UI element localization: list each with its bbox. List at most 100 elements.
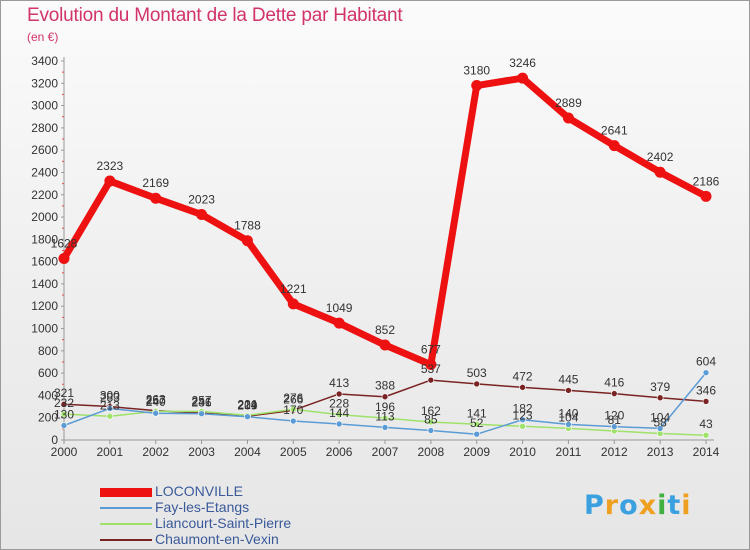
data-label: 141 <box>467 406 487 420</box>
data-label: 321 <box>54 386 74 400</box>
legend-label: LOCONVILLE <box>155 483 243 499</box>
y-tick-label: 400 <box>38 388 58 402</box>
data-label: 1628 <box>51 237 78 251</box>
y-tick-label: 200 <box>38 411 58 425</box>
data-label: 85 <box>424 413 438 427</box>
y-tick-label: 1600 <box>31 255 58 269</box>
data-point <box>104 175 116 187</box>
data-label: 241 <box>192 395 212 409</box>
data-point <box>287 298 299 310</box>
data-point <box>379 339 391 351</box>
data-label: 379 <box>650 380 670 394</box>
logo-letter: t <box>667 490 682 521</box>
data-point <box>244 413 251 421</box>
legend-swatch-fay <box>100 507 152 509</box>
legend-label: Fay-les-Etangs <box>155 499 250 515</box>
data-label: 140 <box>558 406 578 420</box>
data-point <box>427 418 435 426</box>
data-label: 196 <box>375 400 395 414</box>
series-line <box>60 74 710 369</box>
data-label: 266 <box>283 392 303 406</box>
x-tick-label: 2006 <box>326 445 353 459</box>
data-point <box>196 208 208 220</box>
data-label: 1788 <box>234 219 261 233</box>
data-label: 81 <box>608 413 622 427</box>
data-label: 537 <box>421 362 441 376</box>
legend-label: Liancourt-Saint-Pierre <box>155 515 292 531</box>
x-tick-label: 2002 <box>142 445 169 459</box>
x-tick-label: 2001 <box>97 445 124 459</box>
data-label: 445 <box>558 372 578 386</box>
y-tick-label: 1200 <box>31 299 58 313</box>
data-label: 232 <box>54 396 74 410</box>
data-point <box>519 422 526 430</box>
data-point <box>198 410 205 417</box>
data-label: 2169 <box>142 176 169 190</box>
data-label: 113 <box>375 409 394 423</box>
chart-title: Evolution du Montant de la Dette par Hab… <box>27 5 403 26</box>
legend-swatch-chaumont <box>100 539 152 541</box>
y-tick-label: 2800 <box>31 121 58 135</box>
x-tick-label: 2003 <box>188 445 215 459</box>
data-point <box>289 405 297 413</box>
y-tick-label: 2600 <box>31 143 58 157</box>
x-tick-label: 2008 <box>418 445 445 459</box>
y-tick-label: 1400 <box>31 277 58 291</box>
data-point <box>702 369 710 376</box>
data-point <box>335 390 343 398</box>
y-tick-label: 2000 <box>31 210 58 224</box>
data-label: 346 <box>696 383 716 397</box>
data-label: 130 <box>54 408 74 422</box>
data-label: 3246 <box>509 56 536 70</box>
data-label: 388 <box>375 379 395 393</box>
x-tick-label: 2007 <box>372 445 399 459</box>
data-label: 276 <box>283 391 303 405</box>
data-label: 263 <box>146 393 166 407</box>
x-tick-label: 2004 <box>234 445 261 459</box>
data-point <box>427 376 435 384</box>
data-label: 257 <box>146 393 166 407</box>
data-label: 240 <box>146 395 166 409</box>
y-tick-label: 800 <box>38 344 58 358</box>
data-point <box>519 384 526 391</box>
data-point <box>152 409 160 417</box>
data-point <box>473 420 481 428</box>
data-point <box>150 192 162 204</box>
data-label: 472 <box>513 369 533 383</box>
data-label: 852 <box>375 323 395 337</box>
data-point <box>106 405 114 412</box>
data-point <box>60 422 68 429</box>
y-tick-label: 2200 <box>31 188 58 202</box>
y-tick-label: 3200 <box>31 76 58 90</box>
data-point <box>425 359 437 371</box>
data-label: 3180 <box>463 64 490 78</box>
data-label: 2641 <box>601 124 628 138</box>
proxiti-logo: Proxiti <box>584 490 692 521</box>
data-point <box>381 414 389 422</box>
data-label: 144 <box>329 406 349 420</box>
data-label: 52 <box>470 416 484 430</box>
data-label: 2323 <box>97 159 124 173</box>
data-point <box>333 317 345 329</box>
data-point <box>519 416 526 424</box>
unit-label: (en €) <box>27 30 59 44</box>
data-point <box>565 387 572 394</box>
data-label: 2186 <box>693 174 720 188</box>
x-tick-label: 2010 <box>509 445 536 459</box>
data-point <box>241 235 253 247</box>
data-label: 228 <box>329 397 349 411</box>
data-point <box>656 394 664 402</box>
y-tick-label: 0 <box>51 433 58 447</box>
data-point <box>106 412 114 420</box>
data-label: 2402 <box>647 150 674 164</box>
data-point <box>656 425 664 432</box>
data-label: 209 <box>237 399 257 413</box>
data-point <box>427 427 435 434</box>
y-tick-label: 2400 <box>31 165 58 179</box>
data-point <box>565 421 572 428</box>
data-label: 2889 <box>555 96 582 110</box>
data-label: 300 <box>100 389 120 403</box>
data-label: 2023 <box>188 192 215 206</box>
data-label: 604 <box>696 355 716 369</box>
